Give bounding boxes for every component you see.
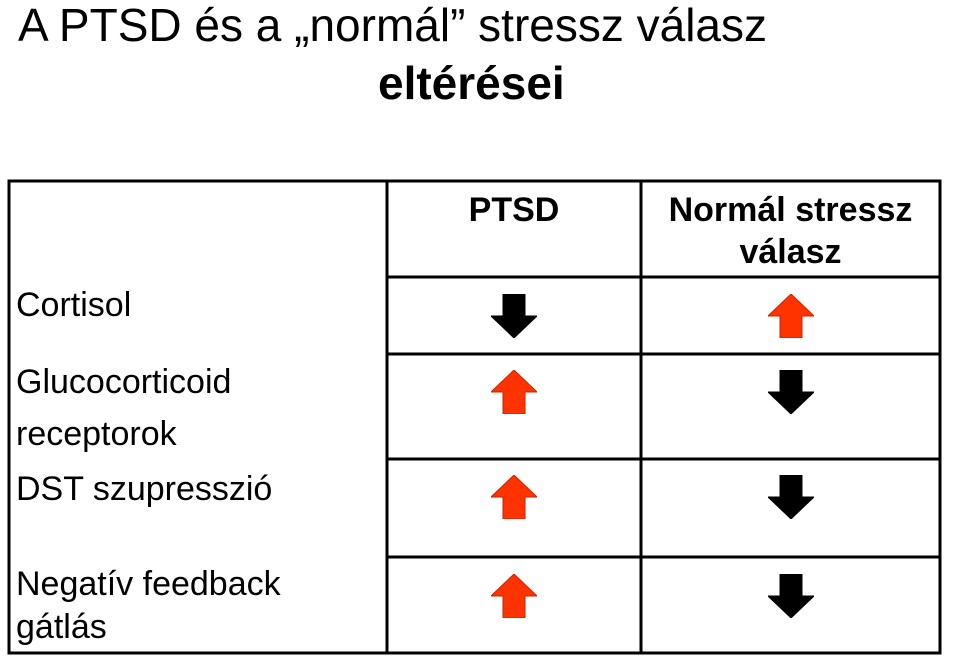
row-label-glucocorticoid-line-1: Glucocorticoid bbox=[16, 363, 232, 401]
arrow-up-icon bbox=[491, 370, 537, 414]
title-quoted-word: normál bbox=[309, 0, 451, 51]
arrow-up-icon bbox=[491, 574, 537, 618]
title-line-2: eltérései bbox=[378, 57, 565, 109]
row-label-glucocorticoid-line-2: receptorok bbox=[16, 415, 177, 453]
header-normal-line-1: Normál stressz bbox=[668, 191, 913, 229]
arrow-up-icon bbox=[768, 294, 814, 338]
arrow-down-icon bbox=[491, 294, 537, 338]
title-quote-close: ” bbox=[450, 0, 466, 51]
title-part-2: stressz válasz bbox=[465, 0, 768, 51]
title-part-1: A PTSD és a bbox=[18, 0, 295, 51]
arrow-down-icon bbox=[768, 370, 814, 414]
arrow-up-icon bbox=[491, 475, 537, 519]
title-line-1: A PTSD és a „normál” stressz válasz bbox=[18, 0, 767, 50]
header-ptsd: PTSD bbox=[468, 191, 560, 229]
row-label-dst: DST szupresszió bbox=[16, 470, 273, 508]
title-quote-open: „ bbox=[294, 0, 310, 51]
arrow-down-icon bbox=[768, 475, 814, 519]
arrow-down-icon bbox=[768, 574, 814, 618]
row-label-cortisol: Cortisol bbox=[16, 286, 132, 324]
row-label-negative-feedback-line-1: Negatív feedback bbox=[16, 565, 281, 603]
row-label-negative-feedback-line-2: gátlás bbox=[16, 608, 107, 646]
header-normal-line-2: válasz bbox=[739, 233, 842, 271]
